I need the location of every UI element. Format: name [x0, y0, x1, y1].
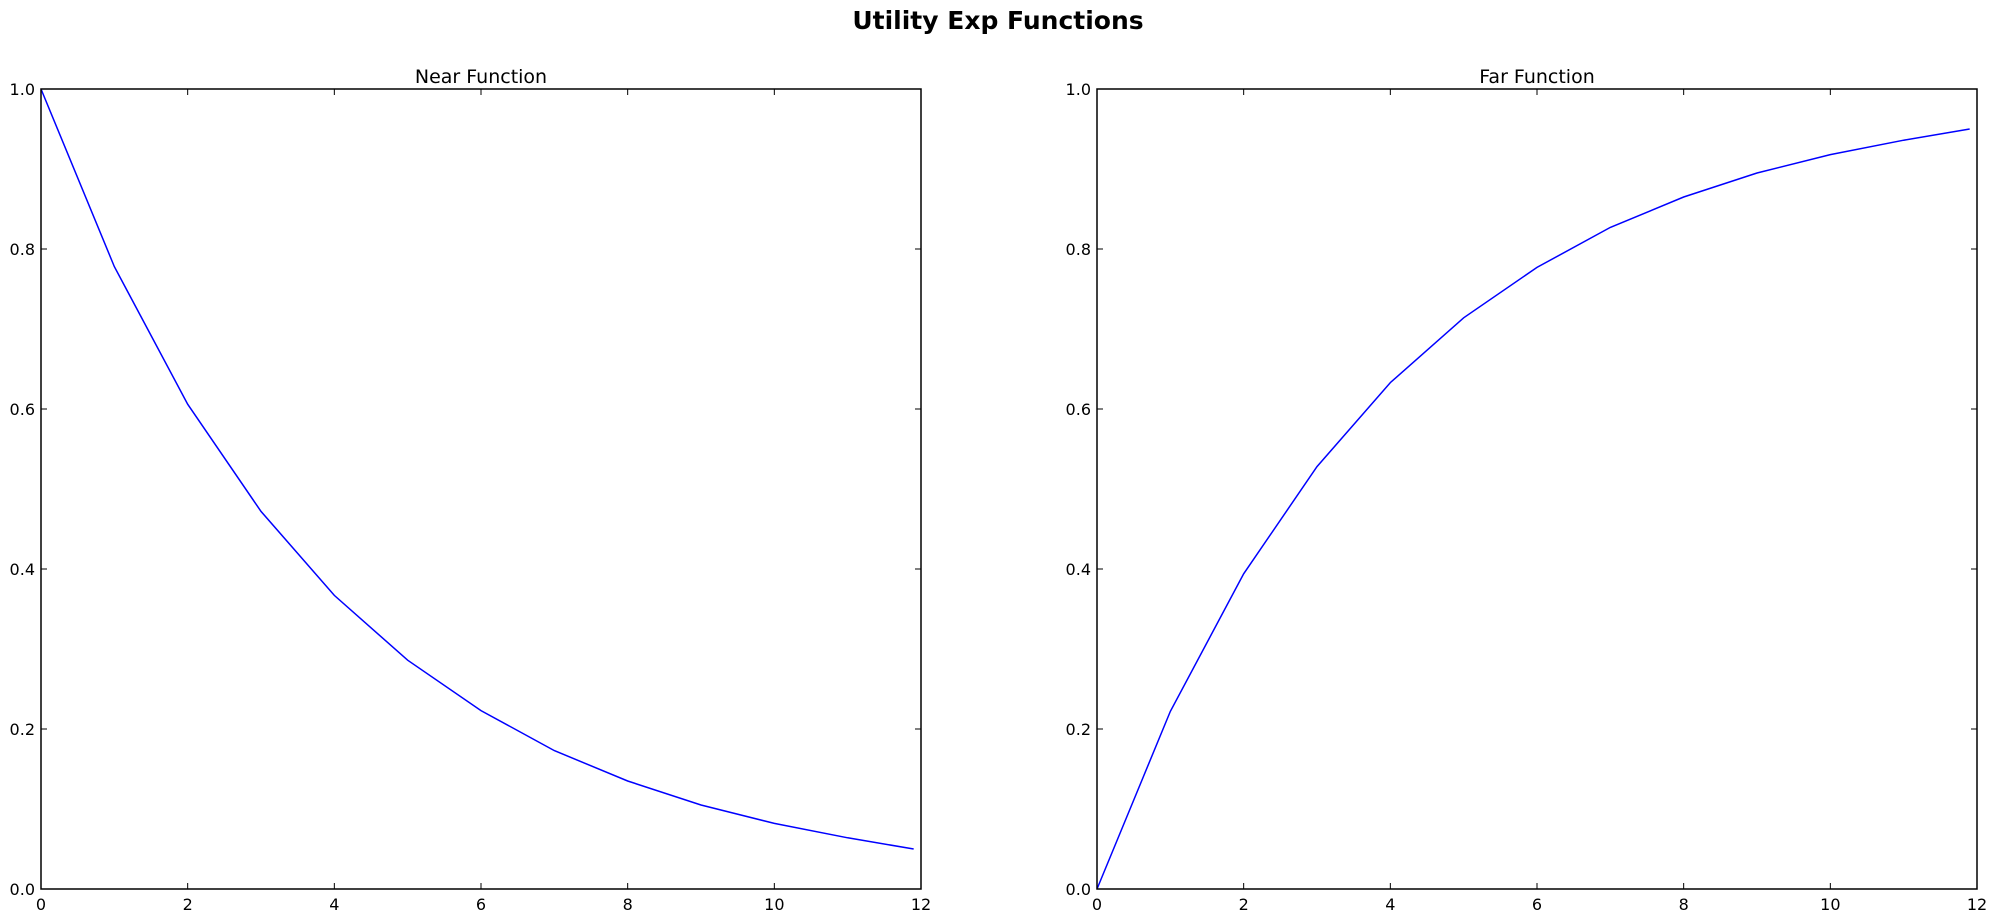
near-y-tick-label: 0.0	[10, 880, 35, 899]
far-x-tick-label: 0	[1092, 895, 1102, 914]
near-x-tick-label: 12	[911, 895, 931, 914]
near-y-tick-label: 0.2	[10, 720, 35, 739]
near-y-tick-label: 1.0	[10, 80, 35, 99]
near-x-tick-label: 4	[329, 895, 339, 914]
far-x-tick-label: 4	[1385, 895, 1395, 914]
near-series-line	[40, 88, 914, 850]
far-x-tick-label: 2	[1239, 895, 1249, 914]
near-x-tick-label: 0	[36, 895, 46, 914]
near-x-tick-label: 2	[183, 895, 193, 914]
figure-suptitle: Utility Exp Functions	[852, 6, 1144, 35]
far-y-tick-label: 0.6	[1066, 400, 1091, 419]
far-y-tick-label: 0.4	[1066, 560, 1091, 579]
far-y-tick-label: 0.8	[1066, 240, 1091, 259]
near-y-tick-label: 0.6	[10, 400, 35, 419]
near-chart-title: Near Function	[415, 66, 547, 88]
near-y-tick-label: 0.8	[10, 240, 35, 259]
near-x-tick-label: 6	[476, 895, 486, 914]
far-y-tick-label: 1.0	[1066, 80, 1091, 99]
far-chart-title: Far Function	[1479, 66, 1595, 88]
near-y-tick-label: 0.4	[10, 560, 35, 579]
far-x-tick-label: 12	[1967, 895, 1987, 914]
far-y-tick-label: 0.0	[1066, 880, 1091, 899]
near-plot-frame	[40, 88, 922, 890]
far-series-line	[1096, 128, 1970, 890]
far-x-tick-label: 8	[1679, 895, 1689, 914]
near-x-tick-label: 8	[623, 895, 633, 914]
near-x-tick-label: 10	[764, 895, 784, 914]
far-plot-frame	[1096, 88, 1978, 890]
far-x-tick-label: 6	[1532, 895, 1542, 914]
far-x-tick-label: 10	[1820, 895, 1840, 914]
far-y-tick-label: 0.2	[1066, 720, 1091, 739]
